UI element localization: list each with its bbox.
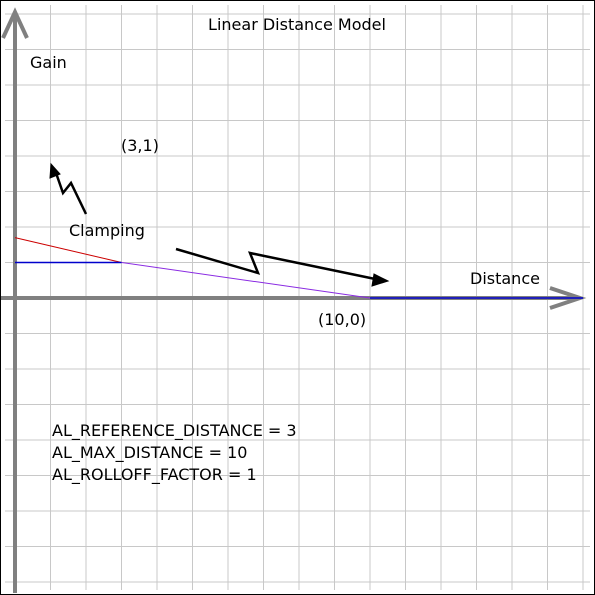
y-axis-arrowhead [1,7,29,39]
clamping-arrow [53,169,88,215]
point-label-max: (10,0) [318,310,366,329]
x-axis-label: Distance [470,269,540,288]
series-layer [14,237,583,299]
y-axis-label: Gain [30,53,67,72]
series-line-unclamped [14,237,122,263]
axes [0,7,587,593]
clamping-arrowhead [49,162,61,179]
chart-title: Linear Distance Model [208,15,386,34]
param-max-distance: AL_MAX_DISTANCE = 10 [52,443,247,463]
annotation-arrows [49,162,390,287]
clamping-annotation: Clamping [69,221,145,240]
rolloff-arrow [175,247,381,282]
param-reference-distance: AL_REFERENCE_DISTANCE = 3 [52,421,297,441]
param-rolloff-factor: AL_ROLLOFF_FACTOR = 1 [52,465,257,485]
rolloff-arrowhead [371,273,390,287]
point-label-reference: (3,1) [121,136,159,155]
series-line-rolloff [121,262,371,299]
